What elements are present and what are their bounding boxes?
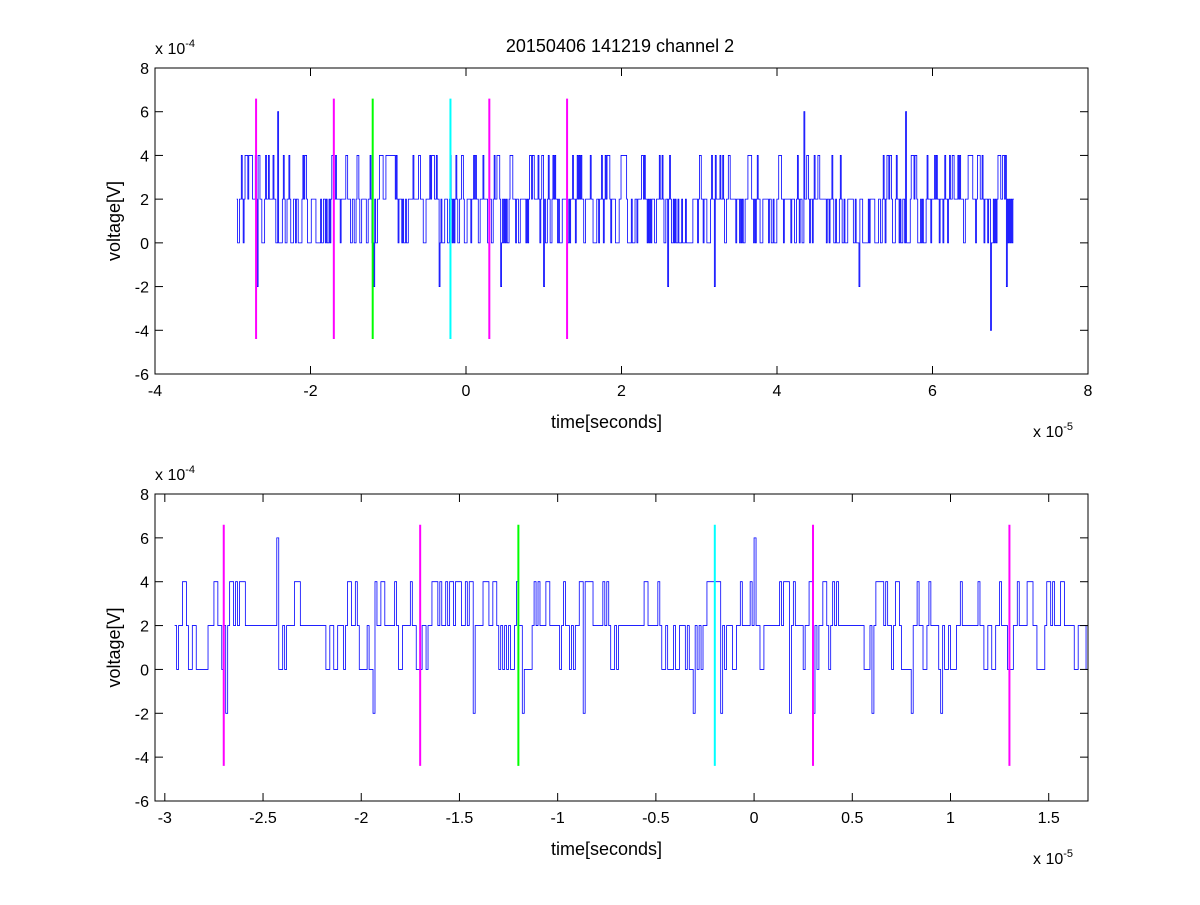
top-y-exponent-base: x 10: [155, 41, 185, 58]
bottom-x-tick-label: -2.5: [249, 810, 277, 827]
bottom-plot-ticks: -3 -2.5 -2 -1.5 -1 -0.5 0 0.5 1 1.5 -6 -4 -2 0 2 4 6 8: [135, 487, 1088, 827]
bottom-x-tick-label: 1.5: [1038, 810, 1060, 827]
bottom-x-tick-label: 1: [946, 810, 955, 827]
bottom-plot-data: [174, 524, 1088, 766]
top-x-exponent-power: -5: [1063, 421, 1073, 433]
top-x-tick-label: 0: [462, 383, 471, 400]
top-x-exponent-base: x 10: [1033, 424, 1063, 441]
top-plot-frame: [154, 67, 1089, 375]
top-y-tick-label: 6: [140, 105, 149, 122]
bottom-x-axis-label: time[seconds]: [551, 839, 662, 859]
top-y-tick-label: -6: [135, 367, 149, 384]
bottom-x-exponent-power: -5: [1063, 848, 1073, 860]
bottom-x-tick-label: -0.5: [642, 810, 670, 827]
top-voltage-series: [236, 111, 1014, 331]
top-y-tick-label: -4: [135, 323, 149, 340]
bottom-y-exponent-power: -4: [185, 464, 195, 476]
bottom-voltage-series: [174, 537, 1088, 714]
figure-title: 20150406 141219 channel 2: [506, 36, 734, 56]
bottom-x-exponent-label: x 10-5: [1033, 848, 1073, 868]
bottom-y-tick-label: -4: [135, 750, 149, 767]
bottom-y-tick-label: 6: [140, 531, 149, 548]
bottom-x-tick-label: -3: [158, 810, 172, 827]
bottom-y-tick-label: -2: [135, 706, 149, 723]
top-x-tick-label: 2: [617, 383, 626, 400]
top-y-tick-label: 8: [140, 61, 149, 78]
bottom-x-tick-label: -2: [354, 810, 368, 827]
bottom-plot-frame: [154, 493, 1089, 802]
bottom-y-tick-label: -6: [135, 794, 149, 811]
top-y-axis-label: voltage[V]: [104, 181, 124, 261]
bottom-x-exponent-base: x 10: [1033, 851, 1063, 868]
bottom-y-tick-label: 8: [140, 487, 149, 504]
bottom-y-tick-label: 2: [140, 619, 149, 636]
bottom-x-tick-label: 0: [750, 810, 759, 827]
bottom-y-tick-label: 0: [140, 662, 149, 679]
top-x-tick-label: 8: [1084, 383, 1093, 400]
bottom-y-exponent-label: x 10-4: [155, 464, 195, 484]
top-x-tick-label: 4: [773, 383, 782, 400]
top-y-tick-label: -2: [135, 280, 149, 297]
bottom-x-tick-label: -1: [551, 810, 565, 827]
top-x-axis-label: time[seconds]: [551, 412, 662, 432]
top-plot-data: [236, 98, 1014, 340]
top-y-exponent-label: x 10-4: [155, 38, 195, 58]
bottom-plot: -3 -2.5 -2 -1.5 -1 -0.5 0 0.5 1 1.5 -6 -4 -2 0 2 4 6 8 ti…: [104, 464, 1089, 868]
top-y-tick-label: 0: [140, 236, 149, 253]
bottom-y-axis-label: voltage[V]: [104, 607, 124, 687]
top-y-exponent-power: -4: [185, 38, 195, 50]
bottom-x-tick-label: -1.5: [446, 810, 474, 827]
bottom-y-tick-label: 4: [140, 575, 149, 592]
top-y-tick-label: 4: [140, 148, 149, 165]
top-y-tick-label: 2: [140, 192, 149, 209]
top-x-exponent-label: x 10-5: [1033, 421, 1073, 441]
bottom-x-tick-label: 0.5: [841, 810, 863, 827]
top-x-tick-label: -2: [303, 383, 317, 400]
bottom-y-exponent-base: x 10: [155, 467, 185, 484]
top-x-tick-label: -4: [148, 383, 162, 400]
top-x-tick-label: 6: [928, 383, 937, 400]
